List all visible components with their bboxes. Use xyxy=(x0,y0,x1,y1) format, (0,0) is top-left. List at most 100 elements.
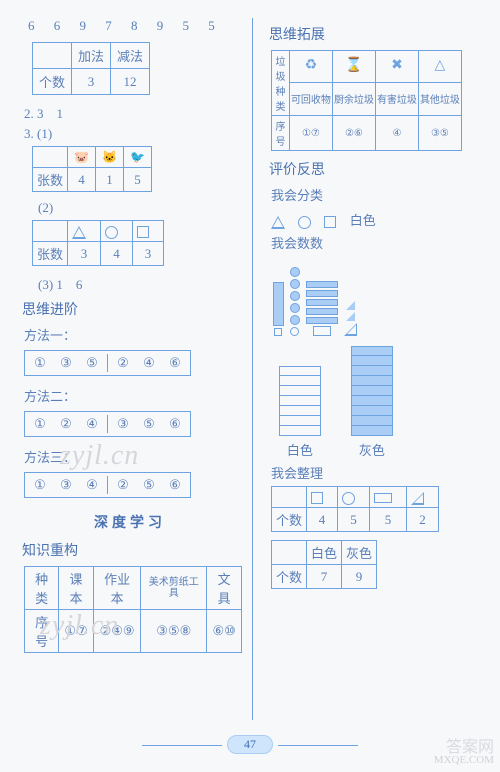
cell xyxy=(33,221,68,242)
left-column: 6 6 9 7 8 9 5 5 加法 减法 个数 3 12 2. 3 1 3. … xyxy=(18,18,250,720)
text-line: (3) 1 6 xyxy=(38,274,242,293)
cell: 个数 xyxy=(271,565,306,589)
cell-icon xyxy=(337,487,369,508)
heading-count: 我会数数 xyxy=(271,233,482,252)
heading-eval: 评价反思 xyxy=(269,159,482,179)
segments xyxy=(351,346,393,436)
num: ③ xyxy=(113,414,133,434)
text-line: (2) xyxy=(38,200,242,216)
rect-icon xyxy=(313,326,331,336)
hazard-icon: ✖ xyxy=(391,58,403,73)
cell: 其他垃圾 xyxy=(418,82,461,115)
text-line: 2. 3 1 xyxy=(24,103,242,122)
bar xyxy=(273,282,284,326)
stack-dots xyxy=(290,258,300,336)
set-box-1: ① ③ ⑤ ② ④ ⑥ xyxy=(24,350,191,376)
bar xyxy=(306,299,338,306)
seg xyxy=(279,406,321,416)
cell: 3 xyxy=(72,69,111,95)
cell: 张数 xyxy=(33,168,68,192)
right-triangle-icon xyxy=(411,492,424,505)
cell xyxy=(33,147,68,168)
column-divider xyxy=(252,18,253,720)
cell-icon: ⌛ xyxy=(332,51,375,83)
cell-icon xyxy=(306,487,337,508)
cell: 9 xyxy=(341,565,376,589)
cell: 5 xyxy=(337,508,369,532)
method-label: 方法一： xyxy=(24,325,242,344)
cell: 1 xyxy=(96,168,124,192)
cell: 白色 xyxy=(306,541,341,565)
divider xyxy=(107,354,108,372)
method-label: 方法二： xyxy=(24,386,242,405)
cell: ③⑤⑧ xyxy=(141,610,207,653)
triangle-icon xyxy=(346,312,355,321)
bar xyxy=(306,308,338,315)
cell: 2 xyxy=(406,508,438,532)
square-icon xyxy=(311,492,323,504)
num: ⑥ xyxy=(165,475,185,495)
dot-icon xyxy=(290,315,300,325)
seg xyxy=(279,426,321,436)
cell-icon: 🐦 xyxy=(124,147,152,168)
seg xyxy=(351,426,393,436)
cell: 7 xyxy=(306,565,341,589)
cell: ②⑥ xyxy=(332,116,375,151)
seg xyxy=(279,386,321,396)
cell: 个数 xyxy=(271,508,306,532)
bar xyxy=(306,281,338,288)
dot-icon xyxy=(290,267,300,277)
watermark-text: 答案网 xyxy=(434,742,494,754)
cell: 课本 xyxy=(59,567,94,610)
seg xyxy=(279,376,321,386)
rect-icon xyxy=(374,493,392,503)
pig-icon: 🐷 xyxy=(74,150,89,164)
cell: 4 xyxy=(306,508,337,532)
label-white: 白色 xyxy=(350,213,376,228)
seg xyxy=(279,416,321,426)
cell-icon xyxy=(369,487,406,508)
divider xyxy=(107,415,108,433)
number-line: 6 6 9 7 8 9 5 5 xyxy=(28,18,242,34)
cell: 个数 xyxy=(33,69,72,95)
cell-icon: 🐱 xyxy=(96,147,124,168)
table-shapes-count: 张数 3 4 3 xyxy=(32,220,164,266)
seg xyxy=(351,386,393,396)
cell: ①⑦ xyxy=(59,610,94,653)
seg xyxy=(351,356,393,366)
cell: 序号 xyxy=(25,610,59,653)
cell: 作业本 xyxy=(93,567,141,610)
circle-icon xyxy=(298,216,311,229)
num: ③ xyxy=(56,475,76,495)
num: ④ xyxy=(82,475,102,495)
page-number: 47 xyxy=(227,735,273,754)
heading-classify: 我会分类 xyxy=(271,185,482,204)
square-icon xyxy=(137,226,149,238)
square-icon xyxy=(324,216,336,228)
cell-icon xyxy=(406,487,438,508)
set-box-2: ① ② ④ ③ ⑤ ⑥ xyxy=(24,411,191,437)
cell: 美术剪纸工具 xyxy=(141,567,207,610)
watermark-corner: 答案网 MXQE.COM xyxy=(434,742,494,766)
heading-jinjie: 思维进阶 xyxy=(22,299,242,319)
seg xyxy=(351,406,393,416)
cell-icon: △ xyxy=(418,51,461,83)
dot-icon xyxy=(290,279,300,289)
cell-icon: 🐷 xyxy=(68,147,96,168)
seg xyxy=(351,376,393,386)
heading-deep: 深度学习 xyxy=(18,512,242,532)
cell: 可回收物 xyxy=(289,82,332,115)
dot-icon xyxy=(290,303,300,313)
triangle-icon xyxy=(346,301,355,310)
num: ① xyxy=(30,475,50,495)
seg xyxy=(351,416,393,426)
num: ④ xyxy=(82,414,102,434)
circle-icon xyxy=(342,492,355,505)
seg xyxy=(351,396,393,406)
num: ⑤ xyxy=(139,414,159,434)
square-icon xyxy=(274,328,282,336)
cell: ⑥⑩ xyxy=(207,610,242,653)
cell: 张数 xyxy=(33,242,68,266)
cell: 3 xyxy=(68,242,101,266)
food-waste-icon: ⌛ xyxy=(345,58,362,73)
